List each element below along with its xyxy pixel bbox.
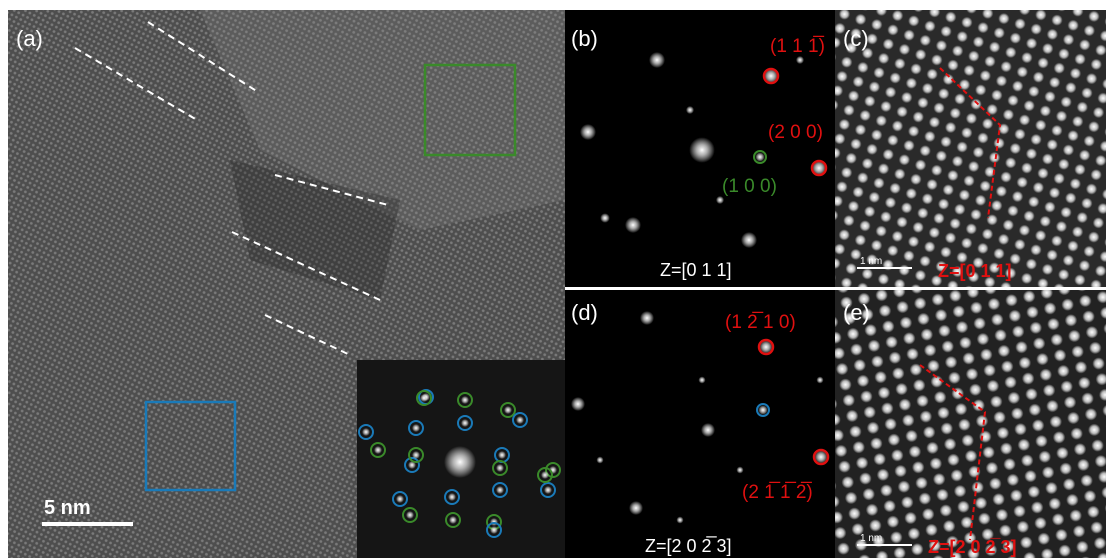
spot [448, 493, 456, 501]
spot [755, 152, 765, 162]
scale-bar-label: 1 nm [860, 256, 882, 267]
panel-label: (c) [843, 26, 869, 51]
hrtem-image [835, 290, 1106, 558]
spot [374, 446, 382, 454]
spot [490, 526, 498, 534]
spot [629, 501, 643, 515]
spot [689, 137, 715, 163]
spot [701, 423, 715, 437]
spot [396, 495, 404, 503]
page: 5 nm (a) (b) (1 1 1̅) (2 0 0) (1 0 0) Z=… [0, 0, 1106, 558]
spot [544, 486, 552, 494]
spot [516, 416, 524, 424]
panel-e: (e) 1 nm Z=[2 0 2̅ 3] [835, 290, 1106, 558]
panel-b: (b) (1 1 1̅) (2 0 0) (1 0 0) Z=[0 1 1] [565, 10, 835, 287]
panel-label: (a) [16, 26, 43, 51]
zone-axis: Z=[0 1 1] [660, 260, 732, 280]
spot [412, 451, 420, 459]
spot [461, 396, 469, 404]
spot [504, 406, 512, 414]
spot-label: (1 1 1̅) [770, 36, 825, 57]
spot [571, 397, 585, 411]
center-spot [444, 446, 476, 478]
zone-axis: Z=[2 0 2̅ 3] [928, 537, 1017, 557]
spot [498, 451, 506, 459]
spot [677, 517, 684, 524]
spot [580, 124, 596, 140]
spot [406, 511, 414, 519]
hrtem-image [835, 10, 1106, 287]
zone-axis: Z=[2 0 2̅ 3] [645, 536, 732, 556]
spot [496, 486, 504, 494]
spot [686, 106, 694, 114]
spot-label: (2 1̅ 1̅ 2̅) [742, 482, 813, 503]
panel-label: (e) [843, 300, 870, 325]
scale-bar-label: 1 nm [860, 533, 882, 544]
spot [737, 467, 744, 474]
zone-axis: Z=[0 1 1] [938, 261, 1012, 281]
spot [420, 394, 428, 402]
spot-label: (1 2̅ 1 0) [725, 312, 796, 333]
spot [449, 516, 457, 524]
spot [640, 311, 654, 325]
panel-c: (c) 1 nm Z=[0 1 1] [835, 10, 1106, 287]
spot [597, 457, 604, 464]
spot [412, 424, 420, 432]
spot [649, 52, 665, 68]
panel-d: (d) (1 2̅ 1 0) (2 1̅ 1̅ 2̅) Z=[2 0 2̅ 3] [565, 290, 835, 558]
panel-label: (b) [571, 26, 598, 51]
spot [496, 464, 504, 472]
spot [461, 419, 469, 427]
spot [600, 213, 610, 223]
panel-a: 5 nm (a) [8, 10, 565, 558]
spot [741, 232, 757, 248]
spot [817, 377, 824, 384]
spot [796, 56, 804, 64]
panel-label: (d) [571, 300, 598, 325]
scale-bar-label: 5 nm [44, 497, 91, 519]
spot [699, 377, 706, 384]
spot [362, 428, 370, 436]
spot [716, 196, 724, 204]
spot-label: (2 0 0) [768, 122, 823, 143]
spot [625, 217, 641, 233]
spot-label: (1 0 0) [722, 176, 777, 197]
figure: 5 nm (a) (b) (1 1 1̅) (2 0 0) (1 0 0) Z=… [0, 0, 1106, 558]
spot [758, 405, 768, 415]
spot [541, 471, 549, 479]
